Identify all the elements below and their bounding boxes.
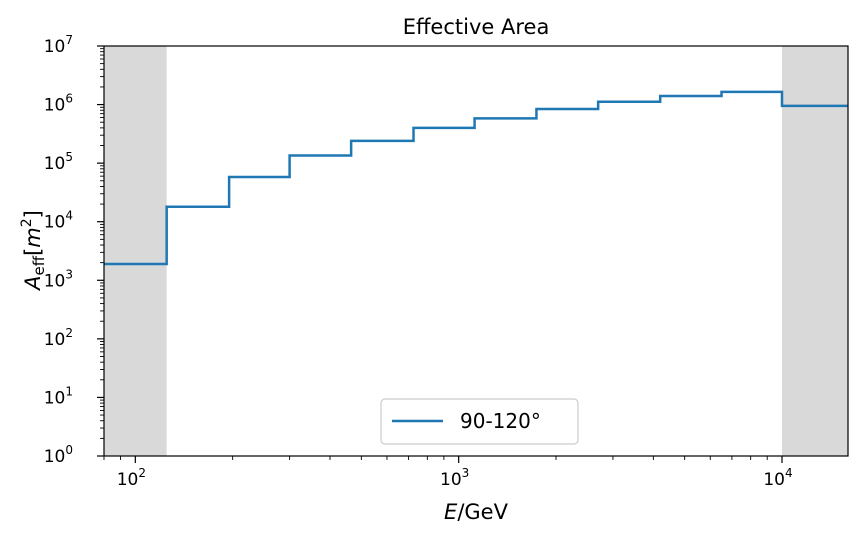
y-tick-label: 103 xyxy=(44,267,73,291)
plot-frame xyxy=(103,45,849,457)
chart-title: Effective Area xyxy=(403,15,550,39)
x-axis: 102 103 104 xyxy=(103,456,793,490)
x-tick-label: 103 xyxy=(440,466,469,490)
x-axis-label: E/GeV xyxy=(444,500,509,524)
y-tick-label: 105 xyxy=(44,150,73,174)
shaded-region-2 xyxy=(782,46,848,456)
legend: 90-120° xyxy=(380,398,579,445)
x-tick-label: 102 xyxy=(117,466,146,490)
y-tick-label: 104 xyxy=(44,209,73,233)
legend-label: 90-120° xyxy=(460,409,541,433)
shaded-regions xyxy=(104,46,848,456)
series-layer xyxy=(104,90,848,266)
y-tick-label: 101 xyxy=(44,384,73,408)
y-tick-label: 100 xyxy=(44,443,73,467)
y-tick-label: 102 xyxy=(44,326,73,350)
y-tick-label: 106 xyxy=(44,92,73,116)
shaded-region-1 xyxy=(104,46,167,456)
series-line-1 xyxy=(104,90,848,266)
y-axis-label: Aeff[m2] xyxy=(19,210,48,292)
y-tick-label: 107 xyxy=(44,33,73,57)
x-tick-label: 104 xyxy=(763,466,792,490)
legend-box xyxy=(380,398,579,445)
y-axis: 100 101 102 103 104 105 106 107 xyxy=(44,33,104,467)
